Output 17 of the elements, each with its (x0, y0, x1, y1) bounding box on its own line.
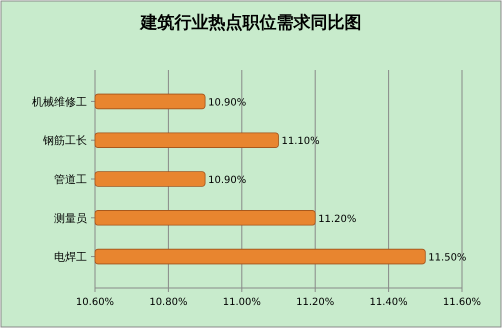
chart-title: 建筑行业热点职位需求同比图 (138, 13, 362, 33)
y-tick-label: 机械维修工 (32, 95, 87, 108)
y-tick-label: 测量员 (54, 212, 87, 225)
x-tick-label: 11.20% (296, 297, 334, 308)
data-label: 10.90% (208, 97, 246, 108)
x-tick-label: 10.80% (149, 297, 188, 308)
x-tick-label: 11.60% (442, 297, 482, 308)
data-label: 11.20% (318, 214, 356, 225)
data-label: 11.10% (282, 136, 320, 148)
y-tick-label: 钢筋工长 (42, 134, 87, 148)
data-label: 10.90% (208, 175, 246, 186)
data-label: 11.50% (428, 252, 466, 264)
x-tick-label: 11.00% (222, 297, 261, 308)
x-tick-label: 10.60% (76, 297, 114, 308)
y-tick-label: 电焊工 (54, 250, 87, 264)
x-tick-label: 11.40% (370, 297, 408, 308)
y-tick-label: 管道工 (54, 173, 87, 186)
